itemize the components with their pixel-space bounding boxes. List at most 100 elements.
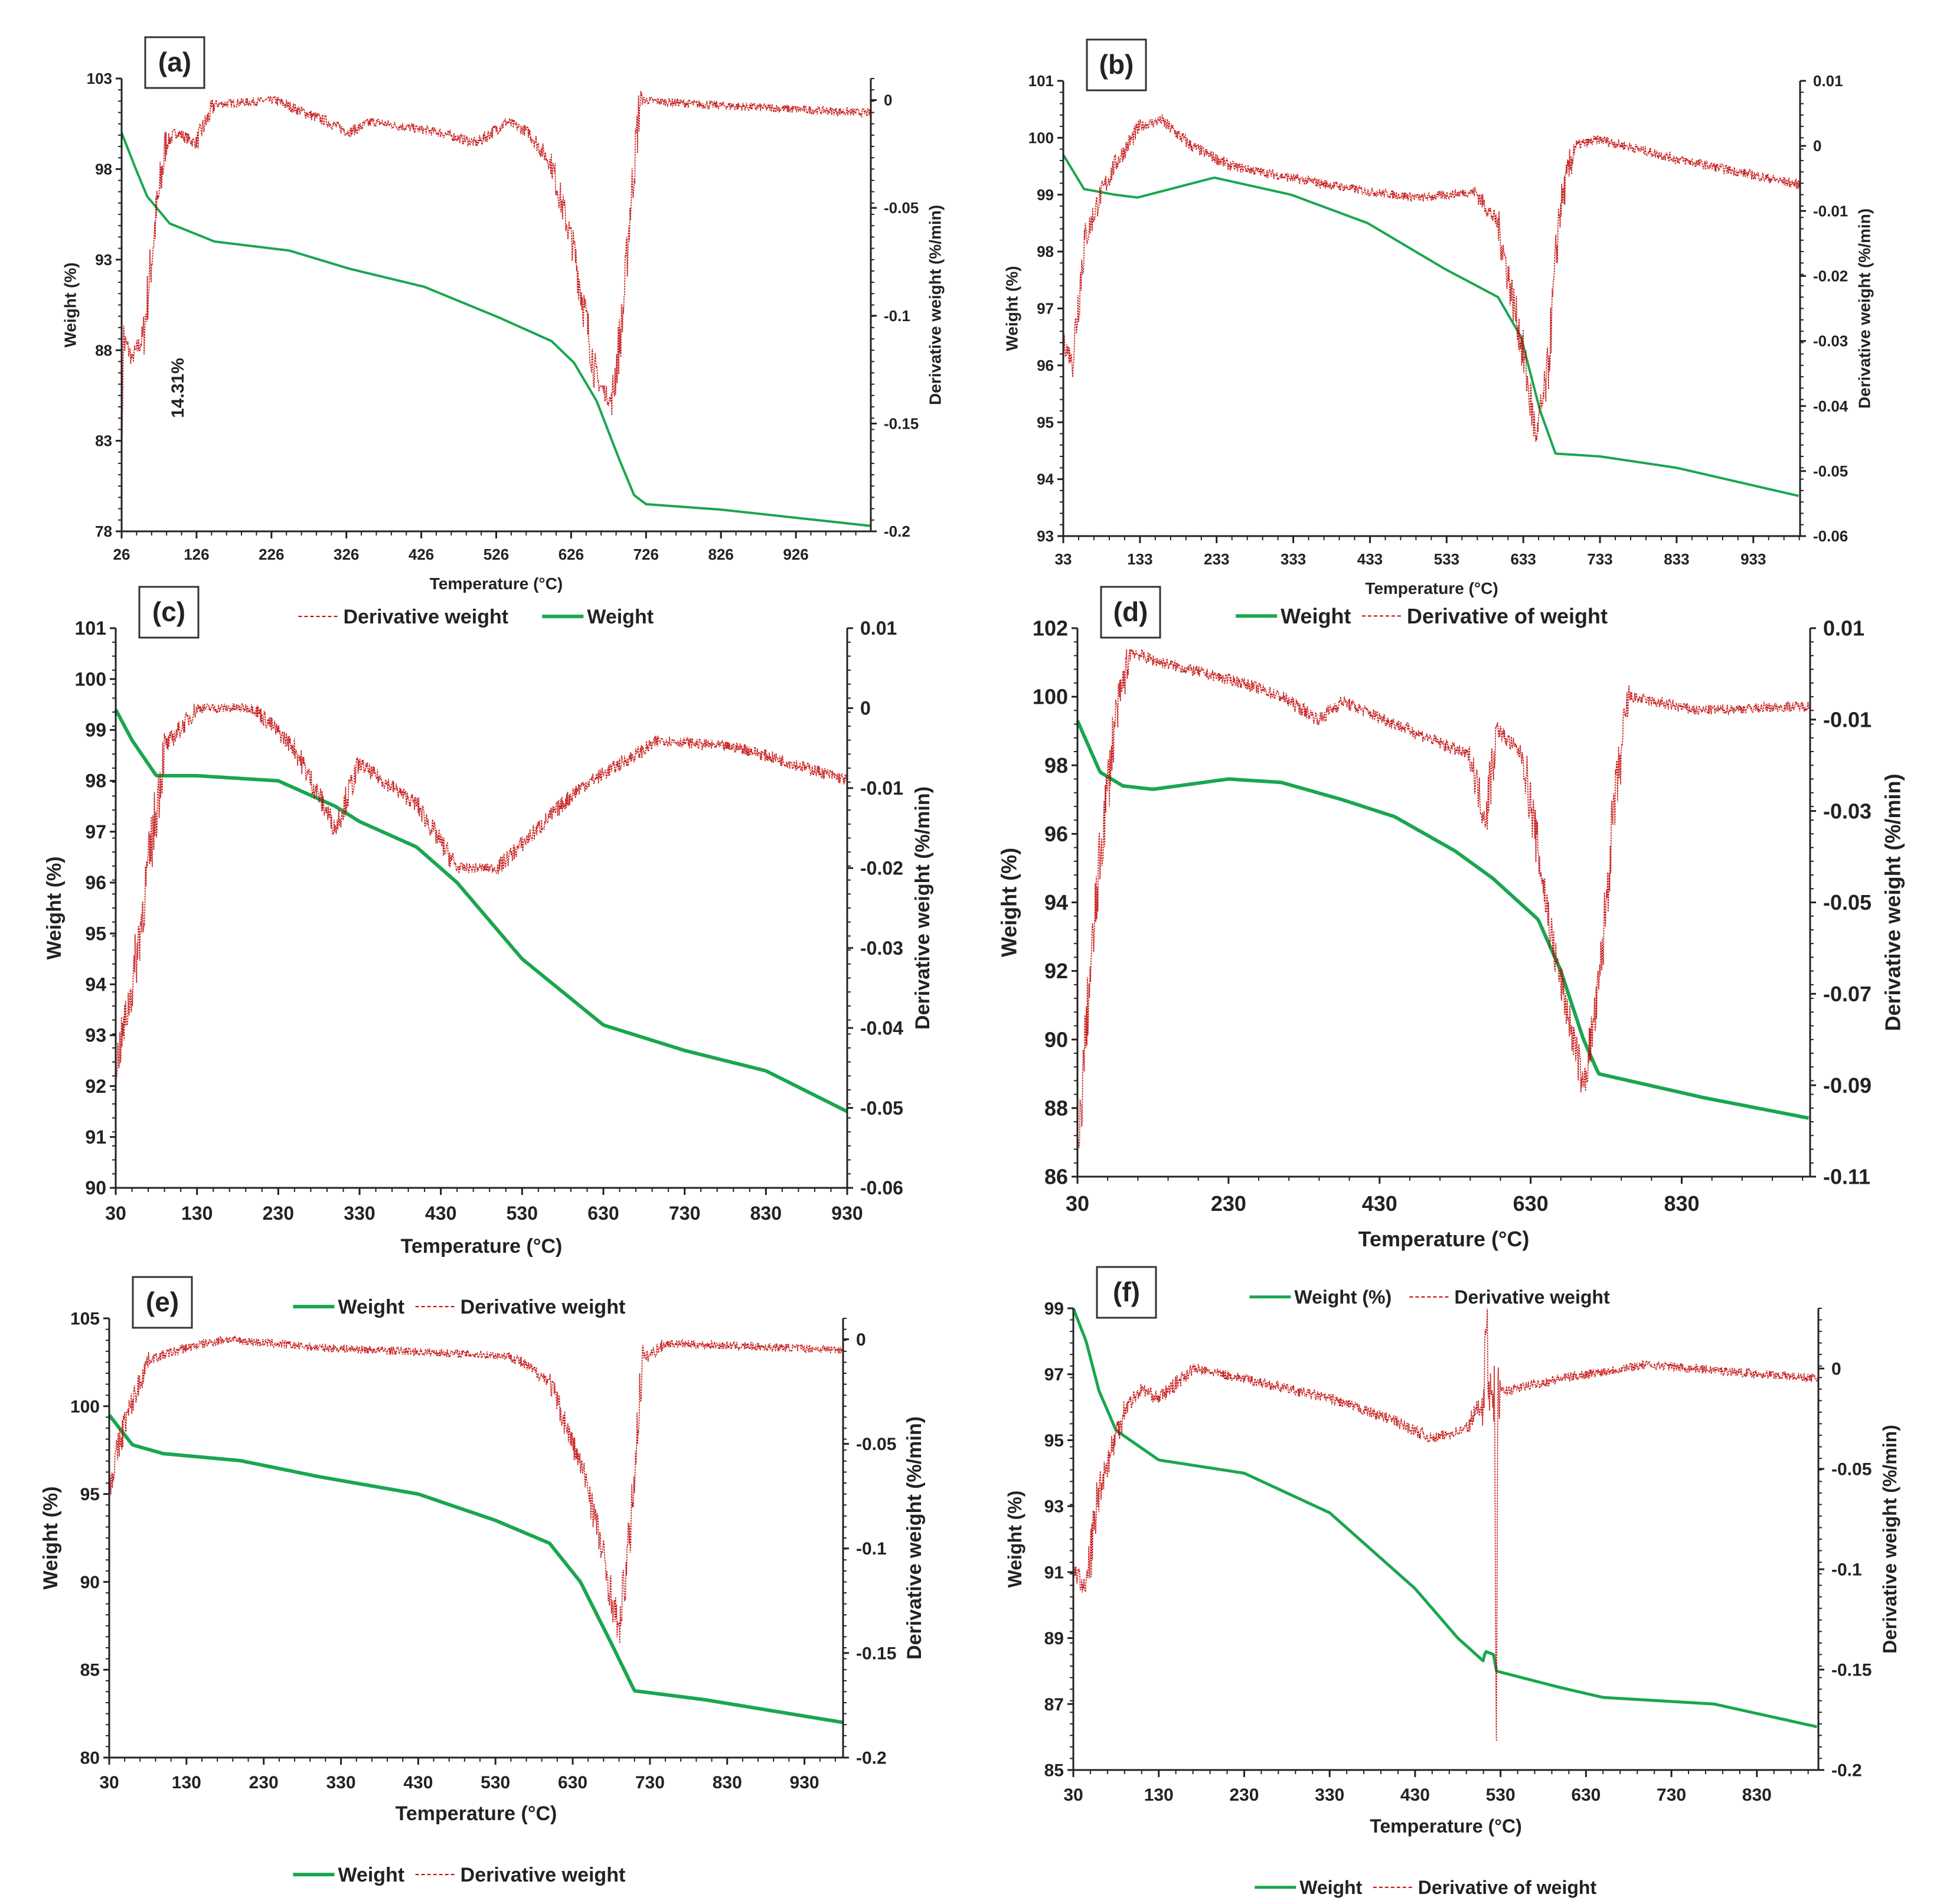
legend-label: Weight [338,1296,404,1318]
x-tick-label: 333 [1281,550,1306,568]
y-tick-label: 87 [1044,1695,1064,1714]
y-tick-label: 99 [1037,186,1054,204]
y2-tick-label: -0.07 [1823,982,1872,1006]
y2-tick-label: -0.09 [1823,1073,1872,1098]
y2-tick-label: -0.03 [1813,332,1848,350]
mass-loss-annotation: 14.31% [168,358,188,418]
legend: Derivative weight Weight [298,606,654,628]
panel-label: (f) [1113,1276,1140,1307]
weight-curve [1076,720,1810,1120]
y2-tick-label: -0.2 [884,522,910,540]
y-tick-label: 98 [95,161,112,178]
x-tick-label: 930 [831,1203,863,1224]
x-tick-label: 126 [184,546,209,563]
panel-label-box [132,1276,193,1329]
y2-tick-label: -0.1 [1831,1560,1862,1580]
weight-curve [107,1413,844,1725]
legend: Weight Derivative weight [293,1296,625,1318]
x-tick-label: 230 [1211,1191,1246,1216]
panel-label: (b) [1099,49,1134,80]
y-tick-label: 96 [1044,822,1068,846]
y-tick-label: 103 [87,70,112,87]
y-tick-label: 90 [85,1177,106,1198]
y-tick-label: 96 [85,872,106,893]
y-tick-label: 102 [1033,616,1068,641]
panel-a: 26 126 226 326 426 526 626 726 826 926 78 83 88 93 98 1… [61,36,944,593]
legend-bottom: Weight Derivative of weight [1255,1877,1596,1898]
legend-label: Derivative of weight [1407,604,1608,628]
x-tick-label: 826 [708,546,734,563]
x-tick-label: 530 [1486,1785,1516,1805]
panel-label-box [1096,1266,1157,1319]
y2-axis-title: Derivative weight (%/min) [903,1416,926,1660]
x-tick-label: 630 [587,1203,619,1224]
y-tick-label: 94 [85,974,106,995]
y2-tick-label: 0 [1813,137,1821,155]
x-tick-label: 330 [1315,1785,1344,1805]
y2-tick-label: -0.05 [1823,890,1872,915]
x-tick-label: 26 [113,546,130,563]
y-tick-label: 92 [1044,959,1068,983]
y2-tick-label: -0.06 [1813,527,1848,545]
y-tick-label: 91 [1044,1563,1064,1582]
panel-label: (d) [1113,596,1148,627]
x-tick-label: 433 [1357,550,1383,568]
x-tick-label: 830 [750,1203,782,1224]
x-tick-label: 630 [558,1773,587,1792]
y2-tick-label: -0.04 [860,1017,903,1038]
y-tick-label: 98 [1037,243,1054,260]
y2-tick-label: -0.15 [884,414,919,432]
x-tick-label: 330 [326,1773,355,1792]
weight-curve [1072,1308,1817,1729]
x-tick-label: 530 [481,1773,510,1792]
panel-e: 30 130 230 330 430 530 630 730 830 930 80 85 90 95 100… [40,1276,926,1886]
x-axis-title: Temperature (°C) [396,1802,557,1825]
x-tick-label: 30 [1066,1191,1089,1216]
legend-label: Derivative weight [460,1864,626,1886]
x-tick-label: 130 [181,1203,213,1224]
derivative-curve [109,1335,844,1644]
legend-label: Derivative weight [1454,1286,1610,1308]
y2-tick-label: 0.01 [860,618,897,639]
legend-label: Weight [338,1864,404,1886]
x-tick-label: 30 [99,1773,119,1792]
x-tick-label: 130 [172,1773,201,1792]
y-axis-title: Weight (%) [1004,1491,1025,1588]
y-tick-label: 94 [1037,471,1054,488]
y-tick-label: 99 [85,720,106,741]
legend-label: Derivative weight [343,606,508,628]
legend-label: Weight (%) [1294,1286,1392,1308]
legend-label: Weight [1281,604,1351,628]
y-tick-label: 101 [75,618,106,639]
y2-tick-label: 0 [884,92,892,109]
x-tick-label: 830 [713,1773,742,1792]
x-tick-label: 626 [559,546,584,563]
y-tick-label: 93 [85,1025,106,1046]
legend: Weight (%) Derivative weight [1249,1286,1610,1308]
x-tick-label: 726 [633,546,659,563]
y2-axis-title: Derivative weight (%/min) [1880,773,1905,1031]
y-axis-title: Weight (%) [40,1486,62,1589]
y-tick-label: 97 [85,821,106,842]
y-tick-label: 80 [80,1749,100,1768]
y-tick-label: 86 [1044,1165,1068,1189]
legend-label: Weight [1299,1877,1362,1898]
y2-tick-label: 0 [1831,1360,1841,1379]
x-tick-label: 730 [1657,1785,1686,1805]
y-tick-label: 100 [70,1397,100,1416]
x-tick-label: 526 [484,546,509,563]
y2-tick-label: -0.01 [1823,707,1872,731]
y2-tick-label: -0.02 [1813,267,1848,285]
y-tick-label: 90 [1044,1027,1068,1051]
y-tick-label: 93 [1037,527,1054,545]
x-tick-label: 830 [1742,1785,1772,1805]
y2-tick-label: 0 [860,698,871,719]
derivative-curve [1073,1308,1819,1742]
y-tick-label: 100 [75,668,106,690]
y-axis-title: Weight (%) [1002,266,1021,351]
y-tick-label: 90 [80,1573,100,1592]
y2-tick-label: -0.05 [884,199,919,217]
x-tick-label: 430 [403,1773,433,1792]
panel-c: 30 130 230 330 430 530 630 730 830 930 90 91 92 93 94 9… [43,586,934,1258]
derivative-curve [115,703,848,1080]
